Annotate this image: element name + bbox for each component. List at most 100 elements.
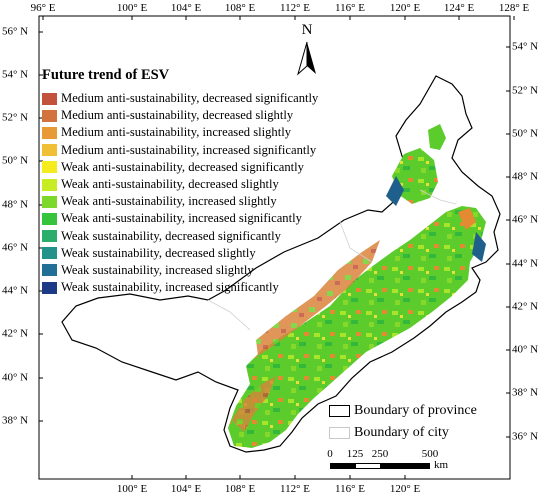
lat-label-right-4: 46° N <box>512 213 539 226</box>
legend-label: Medium anti-sustainability, increased si… <box>61 142 317 157</box>
legend-item: Medium anti-sustainability, increased si… <box>42 142 318 159</box>
legend-province-boundary: Boundary of province <box>329 400 477 422</box>
legend-swatch <box>42 92 57 105</box>
lat-label-left-5: 46° N <box>2 241 29 254</box>
lat-label-right-9: 36° N <box>512 430 539 443</box>
esv-legend: Future trend of ESV Medium anti-sustaina… <box>42 66 318 296</box>
lon-label-bottom-1: 104° E <box>170 483 202 495</box>
esv-northeast-patch <box>428 124 446 150</box>
lon-label-top-5: 116° E <box>335 2 365 14</box>
legend-item: Medium anti-sustainability, decreased si… <box>42 90 318 107</box>
legend-item: Weak sustainability, decreased significa… <box>42 228 318 245</box>
study-region <box>61 75 501 453</box>
legend-item: Weak sustainability, increased significa… <box>42 279 318 296</box>
legend-label: Weak sustainability, decreased significa… <box>61 228 281 243</box>
lat-label-left-2: 52° N <box>2 111 29 124</box>
legend-swatch <box>42 178 57 191</box>
legend-swatch <box>42 161 57 174</box>
legend-label: Medium anti-sustainability, decreased si… <box>61 91 319 106</box>
legend-label: Weak sustainability, increased slightly <box>61 262 254 277</box>
legend-label: Weak anti-sustainability, decreased slig… <box>61 177 279 192</box>
esv-orange-patch-east <box>458 208 476 230</box>
legend-swatch <box>42 195 57 208</box>
province-boundary-label: Boundary of province <box>354 403 477 418</box>
legend-label: Weak anti-sustainability, decreased sign… <box>61 159 304 174</box>
lat-label-right-2: 50° N <box>512 127 539 140</box>
legend-swatch <box>42 126 57 139</box>
esv-band-main <box>228 206 486 448</box>
lat-label-right-0: 54° N <box>512 40 539 53</box>
scale-tick-0: 0 <box>327 448 333 460</box>
legend-swatch <box>42 230 57 243</box>
legend-swatch <box>42 144 57 157</box>
legend-swatch <box>42 212 57 225</box>
legend-title: Future trend of ESV <box>42 67 170 83</box>
legend-item: Weak sustainability, decreased slightly <box>42 245 318 262</box>
legend-item: Weak sustainability, increased slightly <box>42 262 318 279</box>
lon-label-bottom-3: 112° E <box>280 483 310 495</box>
lon-label-top-2: 104° E <box>170 2 202 14</box>
esv-band-west <box>256 240 380 356</box>
legend-item: Weak anti-sustainability, increased sign… <box>42 210 318 227</box>
province-boundary-swatch <box>329 405 350 417</box>
esv-dark-patch <box>386 176 486 262</box>
lon-label-top-8: 128° E <box>498 2 530 14</box>
lon-label-top-6: 120° E <box>389 2 421 14</box>
legend-label: Weak anti-sustainability, increased slig… <box>61 194 277 209</box>
lat-label-right-6: 42° N <box>512 300 539 313</box>
lat-label-right-5: 44° N <box>512 257 539 270</box>
scale-tick-125: 125 <box>346 448 364 460</box>
lat-label-left-4: 48° N <box>2 198 29 211</box>
scale-bar-graphic <box>330 463 430 469</box>
lon-label-top-0: 96° E <box>30 2 56 14</box>
province-boundary-outline <box>61 75 501 453</box>
legend-label: Weak sustainability, increased significa… <box>61 280 279 295</box>
legend-city-boundary: Boundary of city <box>329 422 477 444</box>
lon-label-bottom-2: 108° E <box>224 483 256 495</box>
frame-ticks <box>39 16 515 479</box>
legend-swatch <box>42 247 57 260</box>
scale-tick-500: 500 <box>421 448 439 460</box>
north-letter: N <box>301 22 313 38</box>
lat-label-right-8: 38° N <box>512 386 539 399</box>
lat-label-right-7: 40° N <box>512 343 539 356</box>
lat-label-left-6: 44° N <box>2 284 29 297</box>
city-boundary-label: Boundary of city <box>354 425 449 440</box>
legend-label: Weak sustainability, decreased slightly <box>61 245 256 260</box>
lon-label-top-3: 108° E <box>224 2 256 14</box>
lon-label-top-7: 124° E <box>443 2 475 14</box>
legend-swatch <box>42 264 57 277</box>
lat-label-left-3: 50° N <box>2 154 29 167</box>
lat-label-right-3: 48° N <box>512 170 539 183</box>
legend-item: Weak anti-sustainability, decreased sign… <box>42 159 318 176</box>
city-boundary-swatch <box>329 427 350 439</box>
legend-label: Medium anti-sustainability, decreased sl… <box>61 108 294 123</box>
lon-label-top-1: 100° E <box>116 2 148 14</box>
legend-item: Weak anti-sustainability, increased slig… <box>42 193 318 210</box>
lat-label-left-1: 54° N <box>2 68 29 81</box>
legend-items: Medium anti-sustainability, decreased si… <box>42 90 318 296</box>
north-arrow-icon <box>297 41 316 76</box>
scale-tick-250: 250 <box>371 448 389 460</box>
lat-label-right-1: 52° N <box>512 84 539 97</box>
legend-label: Medium anti-sustainability, increased sl… <box>61 125 292 140</box>
esv-band-south <box>232 376 276 432</box>
lat-label-left-8: 40° N <box>2 371 29 384</box>
city-boundary-line <box>207 189 457 331</box>
lat-label-left-9: 38° N <box>2 414 29 427</box>
lon-label-bottom-4: 116° E <box>335 483 365 495</box>
scale-bar: 0 125 250 500 km <box>327 448 460 479</box>
lat-label-left-0: 56° N <box>2 25 29 38</box>
legend-swatch <box>42 109 57 122</box>
lat-label-left-7: 42° N <box>2 327 29 340</box>
scale-unit: km <box>434 459 449 471</box>
legend-label: Weak anti-sustainability, increased sign… <box>61 211 302 226</box>
legend-item: Medium anti-sustainability, increased sl… <box>42 124 318 141</box>
legend-swatch <box>42 281 57 294</box>
legend-item: Weak anti-sustainability, decreased slig… <box>42 176 318 193</box>
lon-label-top-4: 112° E <box>280 2 310 14</box>
lon-label-bottom-0: 100° E <box>116 483 148 495</box>
boundary-legend: Boundary of province Boundary of city <box>329 400 477 444</box>
legend-item: Medium anti-sustainability, decreased sl… <box>42 107 318 124</box>
